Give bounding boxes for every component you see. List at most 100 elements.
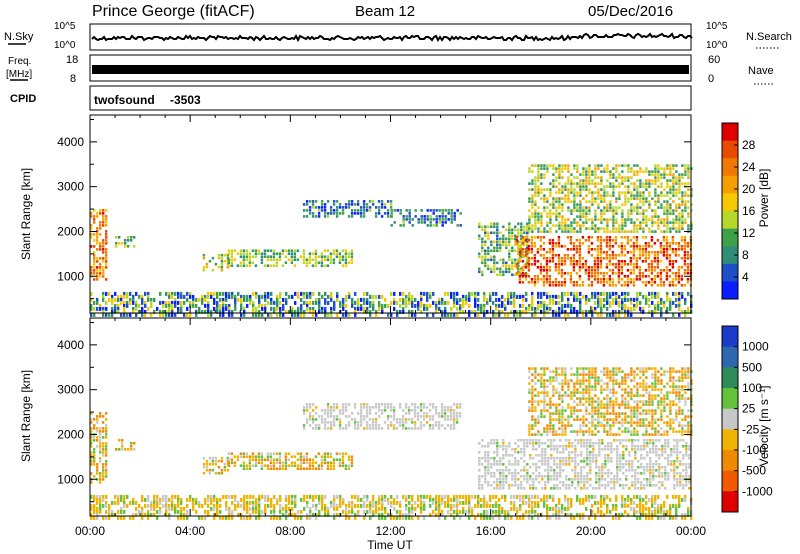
echo-cell bbox=[582, 173, 585, 176]
echo-cell bbox=[538, 472, 541, 475]
echo-cell bbox=[604, 472, 607, 475]
echo-cell bbox=[660, 218, 663, 221]
echo-cell bbox=[362, 418, 366, 421]
echo-cell bbox=[236, 455, 240, 458]
echo-cell bbox=[626, 251, 630, 254]
echo-cell bbox=[588, 370, 591, 373]
echo-cell bbox=[559, 481, 562, 484]
echo-cell bbox=[609, 400, 612, 403]
echo-cell bbox=[641, 251, 645, 254]
echo-cell bbox=[419, 403, 423, 406]
echo-cell bbox=[606, 412, 609, 415]
echo-cell bbox=[613, 448, 616, 451]
echo-cell bbox=[308, 464, 312, 467]
echo-cell bbox=[631, 466, 634, 469]
echo-cell bbox=[609, 182, 612, 185]
echo-cell bbox=[228, 306, 231, 311]
echo-cell bbox=[567, 197, 570, 200]
colorbar-tick-label: 12 bbox=[742, 226, 756, 240]
echo-cell bbox=[642, 227, 645, 230]
echo-cell bbox=[645, 170, 648, 173]
echo-cell bbox=[309, 309, 312, 314]
echo-cell bbox=[528, 218, 531, 221]
echo-cell bbox=[682, 439, 685, 442]
echo-cell bbox=[615, 418, 618, 421]
echo-cell bbox=[575, 263, 579, 266]
echo-cell bbox=[517, 267, 520, 271]
echo-cell bbox=[564, 303, 567, 308]
echo-cell bbox=[493, 487, 496, 490]
echo-cell bbox=[684, 170, 687, 173]
echo-cell bbox=[535, 439, 538, 442]
echo-cell bbox=[365, 209, 369, 212]
echo-cell bbox=[230, 249, 234, 252]
echo-cell bbox=[377, 200, 381, 203]
echo-cell bbox=[366, 309, 369, 314]
echo-cell bbox=[640, 466, 643, 469]
echo-cell bbox=[330, 312, 333, 317]
echo-cell bbox=[263, 252, 267, 255]
echo-cell bbox=[546, 230, 549, 233]
echo-cell bbox=[537, 415, 540, 418]
echo-cell bbox=[577, 481, 580, 484]
echo-cell bbox=[683, 284, 687, 287]
echo-cell bbox=[534, 424, 537, 427]
echo-cell bbox=[490, 484, 493, 487]
echo-cell bbox=[624, 309, 627, 314]
echo-cell bbox=[630, 367, 633, 370]
echo-cell bbox=[327, 300, 330, 305]
nave-tick-top: 60 bbox=[708, 54, 720, 66]
echo-cell bbox=[508, 267, 511, 271]
echo-cell bbox=[681, 197, 684, 200]
echo-cell bbox=[345, 294, 348, 299]
echo-cell bbox=[649, 460, 652, 463]
echo-cell bbox=[302, 412, 306, 415]
echo-cell bbox=[667, 457, 670, 460]
echo-cell bbox=[487, 442, 490, 445]
echo-cell bbox=[666, 291, 669, 296]
echo-cell bbox=[555, 230, 558, 233]
y-tick-label: 4000 bbox=[57, 135, 84, 149]
echo-cell bbox=[502, 463, 505, 466]
echo-cell bbox=[577, 463, 580, 466]
echo-cell bbox=[251, 261, 255, 264]
echo-cell bbox=[174, 312, 177, 317]
echo-cell bbox=[308, 467, 312, 470]
echo-cell bbox=[674, 248, 678, 251]
echo-cell bbox=[659, 242, 663, 245]
echo-cell bbox=[603, 197, 606, 200]
echo-cell bbox=[549, 427, 552, 430]
echo-cell bbox=[571, 469, 574, 472]
colorbar-segment bbox=[722, 228, 738, 247]
echo-cell bbox=[585, 312, 588, 317]
echo-cell bbox=[568, 487, 571, 490]
echo-cell bbox=[582, 182, 585, 185]
echo-cell bbox=[245, 452, 249, 455]
echo-cell bbox=[627, 215, 630, 218]
echo-cell bbox=[672, 200, 675, 203]
echo-cell bbox=[620, 266, 624, 269]
echo-cell bbox=[471, 309, 474, 314]
echo-cell bbox=[214, 471, 218, 475]
echo-cell bbox=[102, 218, 105, 221]
echo-cell bbox=[590, 248, 594, 251]
echo-cell bbox=[573, 188, 576, 191]
echo-cell bbox=[105, 263, 108, 266]
echo-cell bbox=[609, 194, 612, 197]
echo-cell bbox=[527, 281, 531, 284]
echo-cell bbox=[557, 284, 561, 287]
echo-cell bbox=[534, 370, 537, 373]
echo-cell bbox=[602, 284, 606, 287]
echo-cell bbox=[526, 240, 529, 244]
echo-cell bbox=[662, 284, 666, 287]
echo-cell bbox=[592, 460, 595, 463]
echo-cell bbox=[345, 309, 348, 314]
echo-cell bbox=[585, 373, 588, 376]
echo-cell bbox=[311, 264, 315, 267]
echo-cell bbox=[591, 170, 594, 173]
echo-cell bbox=[615, 397, 618, 400]
echo-cell bbox=[102, 242, 105, 245]
echo-cell bbox=[606, 370, 609, 373]
echo-cell bbox=[245, 255, 249, 258]
echo-cell bbox=[546, 224, 549, 227]
